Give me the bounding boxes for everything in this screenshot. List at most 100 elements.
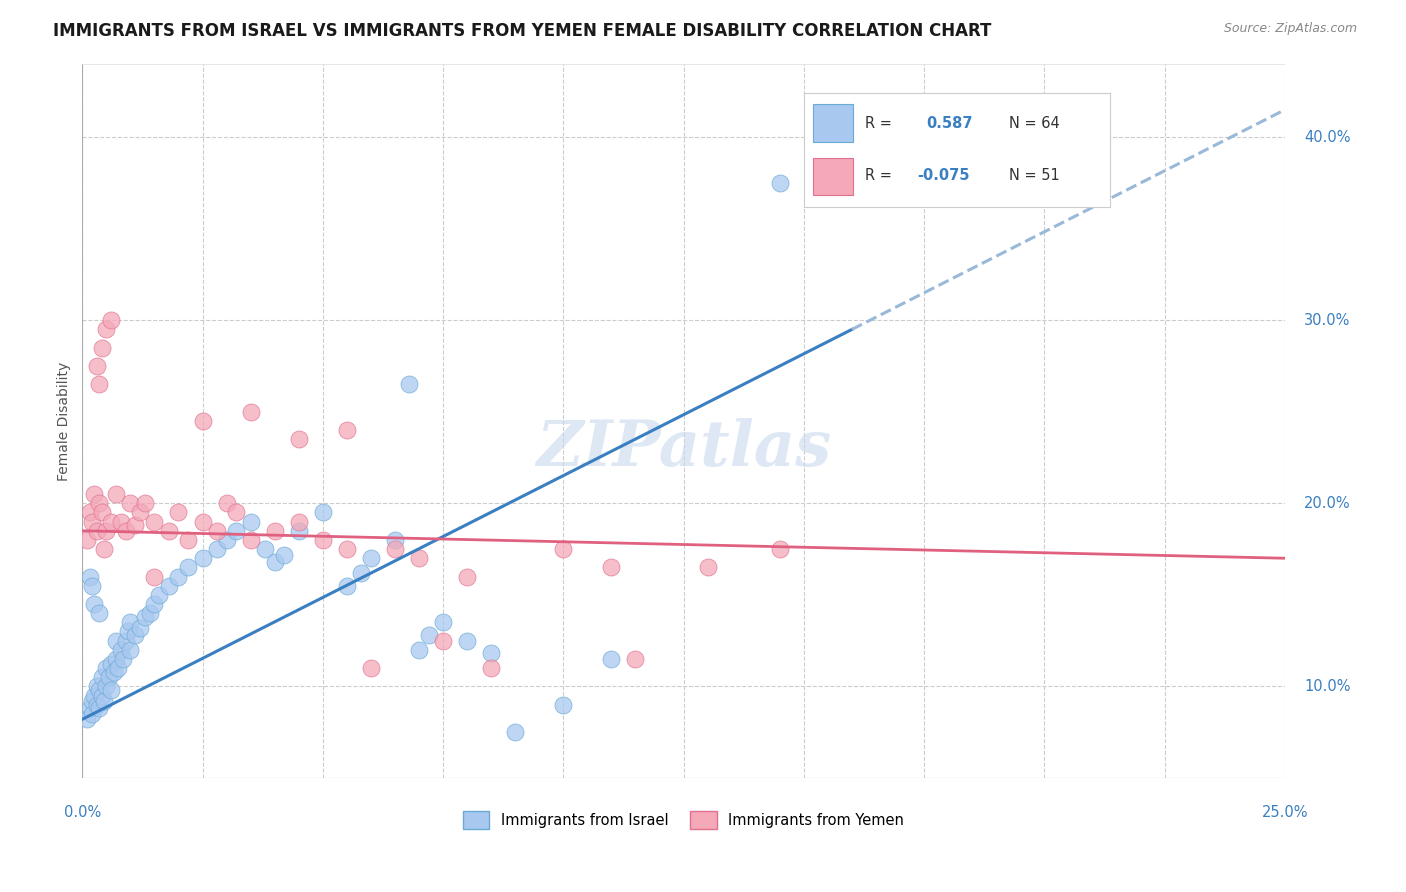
Point: [97, 670, 120, 684]
Point: [89, 683, 111, 698]
Point: [104, 652, 127, 666]
Text: 30.0%: 30.0%: [1303, 313, 1350, 327]
Text: 25.0%: 25.0%: [1261, 805, 1308, 821]
Point: [80, 515, 103, 529]
Point: [157, 579, 180, 593]
Point: [167, 506, 190, 520]
Point: [90, 670, 112, 684]
Point: [167, 569, 190, 583]
Point: [225, 524, 247, 538]
Point: [90, 506, 112, 520]
Point: [273, 548, 295, 562]
Point: [432, 633, 454, 648]
Point: [191, 551, 214, 566]
Text: 40.0%: 40.0%: [1303, 129, 1351, 145]
Point: [384, 533, 406, 547]
Point: [143, 569, 166, 583]
Point: [76, 533, 98, 547]
Point: [418, 628, 440, 642]
Point: [479, 661, 502, 675]
Text: IMMIGRANTS FROM ISRAEL VS IMMIGRANTS FROM YEMEN FEMALE DISABILITY CORRELATION CH: IMMIGRANTS FROM ISRAEL VS IMMIGRANTS FRO…: [53, 22, 991, 40]
Point: [553, 698, 575, 712]
Point: [120, 615, 142, 630]
Point: [96, 661, 118, 675]
Point: [312, 506, 335, 520]
Point: [553, 542, 575, 557]
Point: [143, 597, 166, 611]
Point: [134, 496, 156, 510]
Point: [79, 701, 101, 715]
Point: [124, 628, 146, 642]
Point: [696, 560, 718, 574]
Point: [624, 652, 647, 666]
Point: [177, 560, 200, 574]
Point: [336, 542, 359, 557]
Point: [80, 694, 103, 708]
Point: [287, 515, 309, 529]
Point: [110, 515, 132, 529]
Point: [129, 621, 152, 635]
Point: [90, 341, 112, 355]
Point: [110, 642, 132, 657]
Point: [86, 679, 108, 693]
Point: [215, 533, 238, 547]
Point: [157, 524, 180, 538]
Point: [93, 694, 115, 708]
Point: [100, 515, 122, 529]
Point: [225, 506, 247, 520]
Point: [432, 615, 454, 630]
Point: [83, 597, 105, 611]
Point: [80, 706, 103, 721]
Point: [239, 515, 262, 529]
Text: Source: ZipAtlas.com: Source: ZipAtlas.com: [1223, 22, 1357, 36]
Point: [205, 524, 228, 538]
Point: [86, 698, 108, 712]
Point: [287, 432, 309, 446]
Point: [254, 542, 277, 557]
Point: [456, 633, 478, 648]
Point: [456, 569, 478, 583]
Point: [112, 652, 135, 666]
Point: [143, 515, 166, 529]
Point: [103, 665, 125, 679]
Point: [129, 506, 152, 520]
Point: [86, 524, 108, 538]
Point: [96, 322, 118, 336]
Point: [360, 551, 382, 566]
Point: [104, 633, 127, 648]
Point: [263, 555, 285, 569]
Point: [80, 579, 103, 593]
Point: [76, 712, 98, 726]
Point: [120, 642, 142, 657]
Point: [336, 423, 359, 437]
Point: [138, 606, 160, 620]
Point: [79, 506, 101, 520]
Point: [350, 566, 373, 580]
Point: [191, 515, 214, 529]
Point: [100, 683, 122, 698]
Point: [191, 414, 214, 428]
Point: [263, 524, 285, 538]
Point: [89, 701, 111, 715]
Text: 0.0%: 0.0%: [63, 805, 101, 821]
Point: [398, 377, 420, 392]
Point: [86, 359, 108, 373]
Text: 10.0%: 10.0%: [1303, 679, 1351, 694]
Point: [124, 518, 146, 533]
Point: [215, 496, 238, 510]
Text: ZIPatlas: ZIPatlas: [536, 417, 831, 479]
Point: [100, 313, 122, 327]
Point: [114, 524, 136, 538]
Point: [239, 533, 262, 547]
Y-axis label: Female Disability: Female Disability: [58, 361, 72, 481]
Point: [408, 551, 430, 566]
Point: [83, 487, 105, 501]
Point: [360, 661, 382, 675]
Point: [503, 725, 526, 739]
Point: [600, 560, 623, 574]
Point: [600, 652, 623, 666]
Point: [104, 487, 127, 501]
Point: [93, 542, 115, 557]
Text: 20.0%: 20.0%: [1303, 496, 1351, 511]
Point: [769, 542, 792, 557]
